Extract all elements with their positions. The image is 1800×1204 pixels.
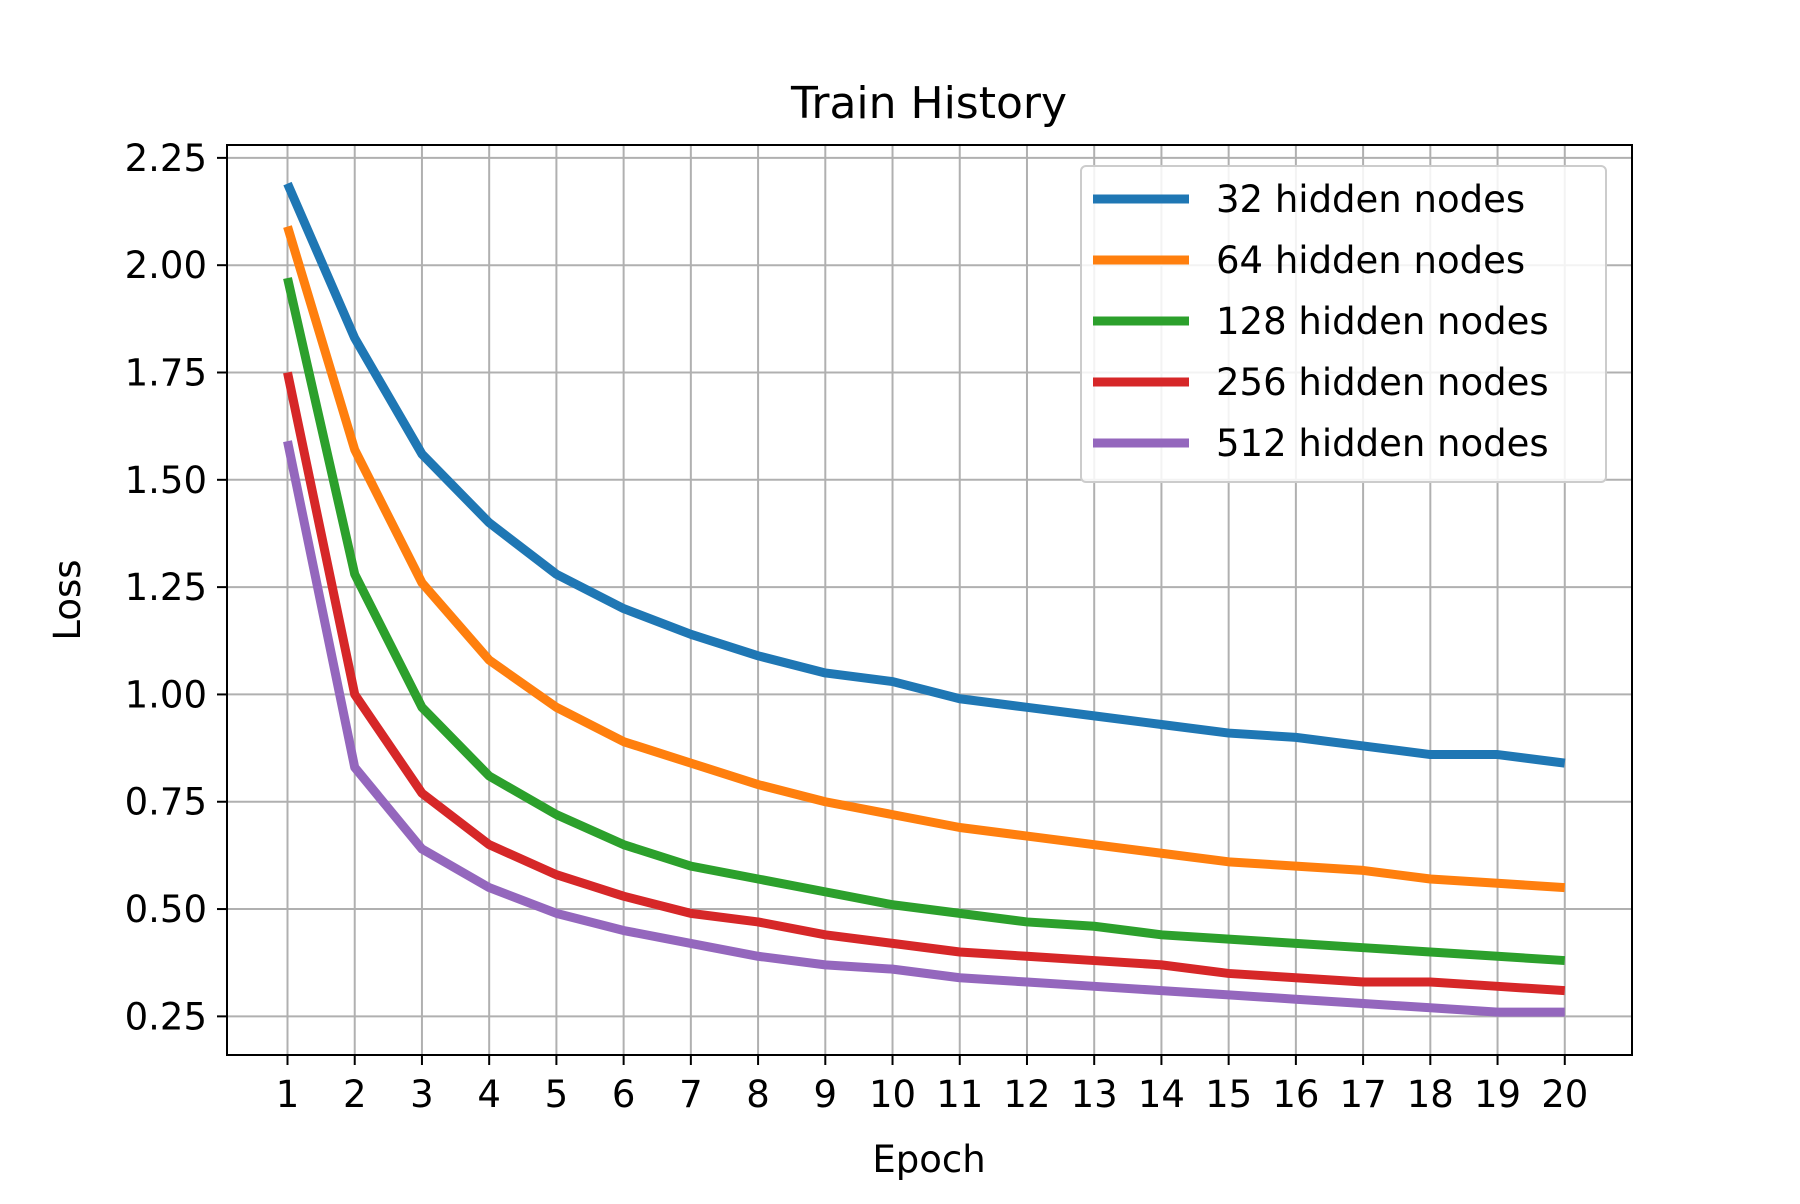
y-axis-label: Loss (46, 559, 89, 640)
x-tick-label: 2 (343, 1073, 367, 1116)
series-lines (283, 181, 1566, 1017)
x-tick-label: 16 (1272, 1073, 1319, 1116)
y-tick-label: 0.25 (125, 995, 207, 1038)
x-axis-label: Epoch (872, 1138, 985, 1181)
series-line-1 (283, 181, 1566, 768)
y-tick-label: 1.00 (125, 673, 207, 716)
axis-ticks: 1 2 3 4 5 6 7 8 9 10 11 12 13 14 15 16 17 18 19 200.250.500… (125, 137, 1589, 1116)
series-line-3 (283, 277, 1566, 966)
x-tick-label: 20 (1541, 1073, 1588, 1116)
legend-label: 512 hidden nodes (1216, 422, 1549, 465)
x-tick-label: 17 (1340, 1073, 1387, 1116)
legend-box (1080, 165, 1607, 483)
x-tick-label: 6 (612, 1073, 636, 1116)
x-tick-label: 5 (545, 1073, 569, 1116)
legend-label: 32 hidden nodes (1216, 178, 1525, 221)
legend-label: 64 hidden nodes (1216, 239, 1525, 282)
y-tick-label: 1.50 (125, 459, 207, 502)
x-tick-label: 1 (276, 1073, 300, 1116)
x-tick-label: 7 (679, 1073, 703, 1116)
x-tick-label: 3 (410, 1073, 434, 1116)
plot-frame (226, 144, 1633, 1056)
y-tick-label: 2.00 (125, 244, 207, 287)
x-tick-label: 9 (814, 1073, 838, 1116)
x-tick-label: 12 (1003, 1073, 1050, 1116)
x-tick-label: 18 (1407, 1073, 1454, 1116)
x-tick-label: 11 (936, 1073, 983, 1116)
legend: 32 hidden nodes 64 hidden nodes 128 hidden… (1080, 165, 1607, 483)
x-tick-label: 8 (746, 1073, 770, 1116)
series-line-2 (283, 225, 1566, 893)
series-line-5 (283, 440, 1565, 1017)
x-tick-label: 14 (1138, 1073, 1185, 1116)
legend-label: 128 hidden nodes (1216, 300, 1549, 343)
x-tick-label: 19 (1474, 1073, 1521, 1116)
legend-label: 256 hidden nodes (1216, 361, 1549, 404)
x-tick-label: 13 (1071, 1073, 1118, 1116)
y-tick-label: 2.25 (125, 137, 207, 180)
y-tick-label: 0.50 (125, 888, 207, 931)
x-tick-label: 10 (869, 1073, 916, 1116)
x-tick-label: 15 (1205, 1073, 1252, 1116)
x-tick-label: 4 (477, 1073, 501, 1116)
series-line-4 (283, 371, 1566, 996)
chart-title: Train History (790, 78, 1067, 129)
y-tick-label: 1.25 (125, 566, 207, 609)
y-tick-label: 1.75 (125, 352, 207, 395)
y-tick-label: 0.75 (125, 781, 207, 824)
